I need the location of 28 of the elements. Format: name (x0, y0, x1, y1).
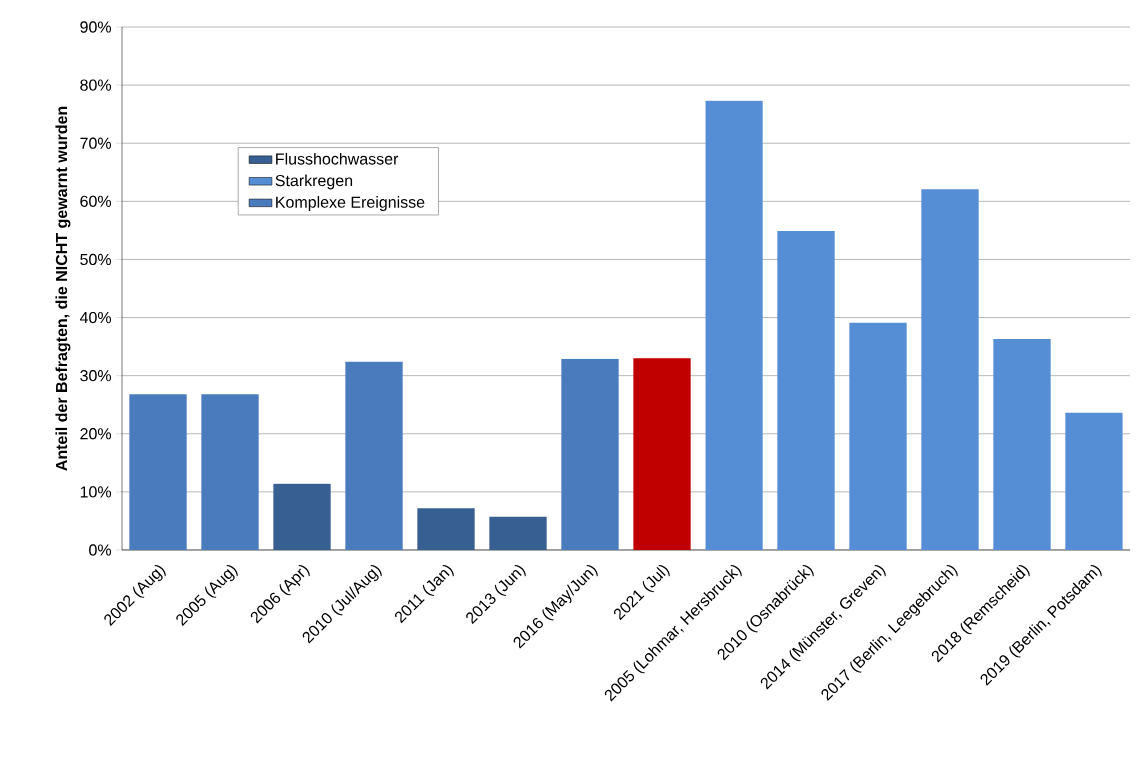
bar (201, 394, 259, 550)
y-tick-label: 30% (80, 370, 112, 382)
legend-label: Starkregen (275, 174, 353, 190)
y-tick-label: 70% (80, 137, 112, 149)
y-tick-label: 10% (80, 486, 112, 498)
y-tick-label: 90% (80, 21, 112, 33)
y-tick-label: 20% (80, 428, 112, 440)
bar (489, 516, 547, 550)
legend-label: Komplexe Ereignisse (276, 196, 425, 211)
bar (345, 361, 403, 550)
bar (777, 230, 835, 550)
legend-label: Flusshochwasser (276, 152, 399, 165)
bar (417, 508, 475, 550)
bar (273, 483, 331, 550)
bar (633, 358, 691, 550)
bar (921, 189, 979, 550)
bar (1065, 412, 1123, 550)
bar (993, 339, 1051, 550)
y-tick-label: 0% (89, 544, 112, 556)
bar (129, 394, 187, 550)
bar (849, 322, 907, 550)
y-tick-label: 60% (80, 195, 112, 207)
bar (705, 100, 763, 550)
bar (561, 358, 619, 550)
y-tick-label: 40% (79, 311, 112, 324)
y-tick-label: 50% (80, 253, 112, 266)
y-axis-title: Anteil der Befragten, die NICHT gewarnt wurden (55, 106, 71, 471)
y-tick-label: 80% (80, 79, 112, 91)
